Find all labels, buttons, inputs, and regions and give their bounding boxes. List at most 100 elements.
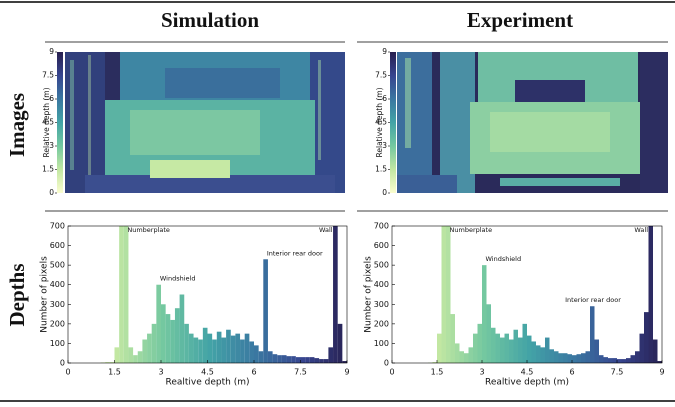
bar (281, 355, 287, 363)
bar (188, 333, 194, 363)
bar (198, 339, 203, 363)
x-tick-label: 3 (479, 368, 484, 377)
y-tick-label: 600 (50, 241, 65, 250)
y-tick-label: 200 (374, 319, 389, 328)
bar (599, 355, 604, 363)
annotation: Interior rear door (267, 249, 323, 257)
bar (221, 337, 227, 363)
bar (540, 347, 545, 363)
bar (249, 341, 254, 363)
y-tick-label: 400 (374, 280, 389, 289)
bar (491, 327, 496, 363)
x-axis-label: Realtive depth (m) (485, 378, 569, 388)
x-tick-label: 0 (65, 368, 70, 377)
bar (468, 347, 473, 363)
colorbar-tick-label: 6 (49, 94, 54, 103)
bar (644, 312, 649, 363)
y-axis-label: Number of pixels (40, 256, 50, 333)
bar (202, 327, 208, 363)
bar (216, 331, 222, 363)
bar (212, 339, 217, 363)
colorbar-label: Relative depth (m) (42, 87, 51, 157)
y-axis-label: Number of pixels (364, 256, 374, 333)
x-tick-label: 9 (344, 368, 349, 377)
bar (267, 351, 273, 363)
bar (300, 357, 306, 363)
bar (482, 265, 487, 363)
annotation: Wall (319, 226, 333, 234)
x-tick-label: 0 (389, 368, 394, 377)
bar (432, 362, 437, 363)
bar (342, 361, 347, 363)
annotation: Numberplate (127, 226, 170, 234)
bar (258, 351, 264, 363)
bar (437, 333, 442, 363)
bar (554, 351, 559, 363)
bar (464, 353, 469, 363)
bar (617, 359, 622, 363)
x-tick-label: 6 (251, 368, 256, 377)
bar (295, 357, 301, 363)
bar (272, 354, 278, 363)
bar (459, 351, 464, 363)
bar (608, 358, 613, 363)
bar (486, 304, 491, 363)
bar (305, 357, 310, 363)
x-tick-label: 9 (659, 368, 664, 377)
bar (105, 362, 110, 363)
bar (513, 329, 518, 363)
y-tick-label: 300 (50, 300, 65, 309)
bar (184, 323, 189, 363)
bar (527, 335, 532, 363)
bar (635, 351, 640, 363)
bar (549, 349, 554, 363)
y-tick-label: 600 (374, 241, 389, 250)
bar (509, 339, 514, 363)
bar (612, 358, 617, 363)
bar (590, 306, 595, 363)
y-tick-label: 100 (374, 339, 389, 348)
bar (518, 337, 523, 363)
bar (156, 284, 161, 363)
bar (648, 226, 653, 363)
bar (441, 226, 446, 363)
bar (147, 333, 152, 363)
row-header: Images (5, 93, 29, 157)
bar (531, 341, 536, 363)
bar (235, 333, 241, 363)
bar (309, 357, 315, 363)
bar (545, 337, 550, 363)
bar (477, 323, 482, 363)
colorbar-tick-label: 0 (49, 188, 54, 197)
bar (161, 304, 166, 363)
bar (626, 358, 631, 363)
bar (244, 333, 250, 363)
annotation: Windshield (486, 255, 522, 263)
bar (133, 355, 138, 363)
colorbar-tick-label: 7.5 (375, 71, 387, 80)
bar (277, 355, 282, 363)
column-header: Simulation (161, 8, 259, 32)
colorbar (390, 52, 396, 193)
bar (567, 354, 572, 363)
bar (657, 361, 662, 363)
x-tick-label: 3 (158, 368, 163, 377)
bar (473, 333, 478, 363)
y-tick-label: 500 (374, 261, 389, 270)
bar (563, 353, 568, 363)
colorbar-tick-label: 7.5 (42, 71, 54, 80)
y-tick-label: 700 (374, 222, 389, 231)
bar (504, 333, 509, 363)
bar (142, 339, 148, 363)
annotation: Interior rear door (565, 296, 621, 304)
column-header: Experiment (467, 8, 573, 32)
y-tick-label: 0 (60, 359, 65, 368)
bar (123, 226, 129, 363)
bar (500, 337, 505, 363)
bar (226, 329, 231, 363)
colorbar-tick-label: 1.5 (375, 165, 387, 174)
annotation: Wall (634, 226, 648, 234)
x-tick-label: 4.5 (521, 368, 534, 377)
annotation: Windshield (160, 275, 196, 283)
